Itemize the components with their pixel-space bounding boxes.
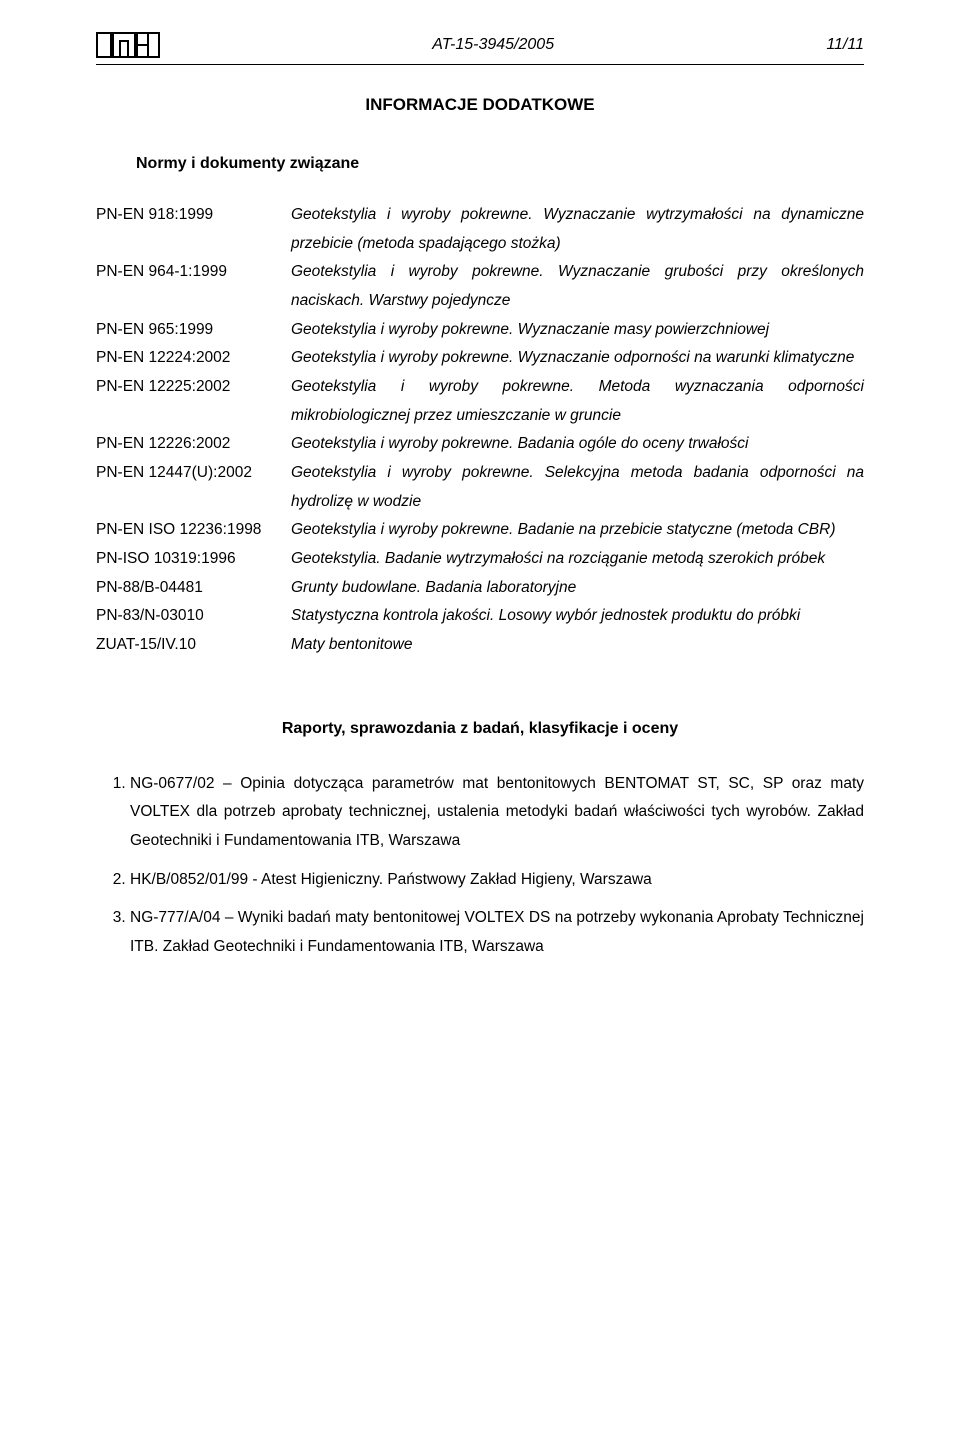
logo-icon <box>96 32 160 58</box>
standard-row: PN-EN 12226:2002 Geotekstylia i wyroby p… <box>96 430 864 459</box>
standard-code: ZUAT-15/IV.10 <box>96 631 291 660</box>
standard-desc: Statystyczna kontrola jakości. Losowy wy… <box>291 602 864 631</box>
standard-desc: Geotekstylia i wyroby pokrewne. Wyznacza… <box>291 201 864 258</box>
standard-code: PN-ISO 10319:1996 <box>96 545 291 574</box>
section-title: INFORMACJE DODATKOWE <box>96 95 864 115</box>
page-container: AT-15-3945/2005 11/11 INFORMACJE DODATKO… <box>0 0 960 1455</box>
standard-code: PN-EN 12447(U):2002 <box>96 459 291 516</box>
standard-code: PN-EN 918:1999 <box>96 201 291 258</box>
standard-desc: Grunty budowlane. Badania laboratoryjne <box>291 574 864 603</box>
standard-code: PN-EN 965:1999 <box>96 316 291 345</box>
standard-row: PN-EN 964-1:1999 Geotekstylia i wyroby p… <box>96 258 864 315</box>
standard-row: PN-88/B-04481 Grunty budowlane. Badania … <box>96 574 864 603</box>
standard-row: ZUAT-15/IV.10 Maty bentonitowe <box>96 631 864 660</box>
standard-desc: Geotekstylia i wyroby pokrewne. Badania … <box>291 430 864 459</box>
standard-row: PN-EN 918:1999 Geotekstylia i wyroby pok… <box>96 201 864 258</box>
standard-row: PN-83/N-03010 Statystyczna kontrola jako… <box>96 602 864 631</box>
subsection-title: Normy i dokumenty związane <box>136 155 864 173</box>
standard-desc: Geotekstylia i wyroby pokrewne. Badanie … <box>291 516 864 545</box>
standard-row: PN-EN 12225:2002 Geotekstylia i wyroby p… <box>96 373 864 430</box>
standard-desc: Geotekstylia. Badanie wytrzymałości na r… <box>291 545 864 574</box>
standard-row: PN-EN 12224:2002 Geotekstylia i wyroby p… <box>96 344 864 373</box>
standard-code: PN-EN 964-1:1999 <box>96 258 291 315</box>
standard-desc: Geotekstylia i wyroby pokrewne. Wyznacza… <box>291 344 864 373</box>
standard-code: PN-83/N-03010 <box>96 602 291 631</box>
page-header: AT-15-3945/2005 11/11 <box>96 32 864 65</box>
document-id: AT-15-3945/2005 <box>432 36 554 54</box>
standard-row: PN-ISO 10319:1996 Geotekstylia. Badanie … <box>96 545 864 574</box>
standard-code: PN-EN 12226:2002 <box>96 430 291 459</box>
standards-list: PN-EN 918:1999 Geotekstylia i wyroby pok… <box>96 201 864 660</box>
standard-code: PN-88/B-04481 <box>96 574 291 603</box>
reports-heading: Raporty, sprawozdania z badań, klasyfika… <box>96 720 864 738</box>
standard-desc: Geotekstylia i wyroby pokrewne. Selekcyj… <box>291 459 864 516</box>
standard-row: PN-EN ISO 12236:1998 Geotekstylia i wyro… <box>96 516 864 545</box>
standard-code: PN-EN ISO 12236:1998 <box>96 516 291 545</box>
standard-row: PN-EN 965:1999 Geotekstylia i wyroby pok… <box>96 316 864 345</box>
standard-code: PN-EN 12224:2002 <box>96 344 291 373</box>
report-item: HK/B/0852/01/99 - Atest Higieniczny. Pań… <box>130 866 864 895</box>
standard-desc: Geotekstylia i wyroby pokrewne. Metoda w… <box>291 373 864 430</box>
standard-row: PN-EN 12447(U):2002 Geotekstylia i wyrob… <box>96 459 864 516</box>
report-item: NG-0677/02 – Opinia dotycząca parametrów… <box>130 770 864 856</box>
standard-desc: Geotekstylia i wyroby pokrewne. Wyznacza… <box>291 316 864 345</box>
reports-list: NG-0677/02 – Opinia dotycząca parametrów… <box>96 770 864 962</box>
standard-desc: Geotekstylia i wyroby pokrewne. Wyznacza… <box>291 258 864 315</box>
page-number: 11/11 <box>826 36 864 54</box>
report-item: NG-777/A/04 – Wyniki badań maty bentonit… <box>130 904 864 961</box>
standard-code: PN-EN 12225:2002 <box>96 373 291 430</box>
standard-desc: Maty bentonitowe <box>291 631 864 660</box>
